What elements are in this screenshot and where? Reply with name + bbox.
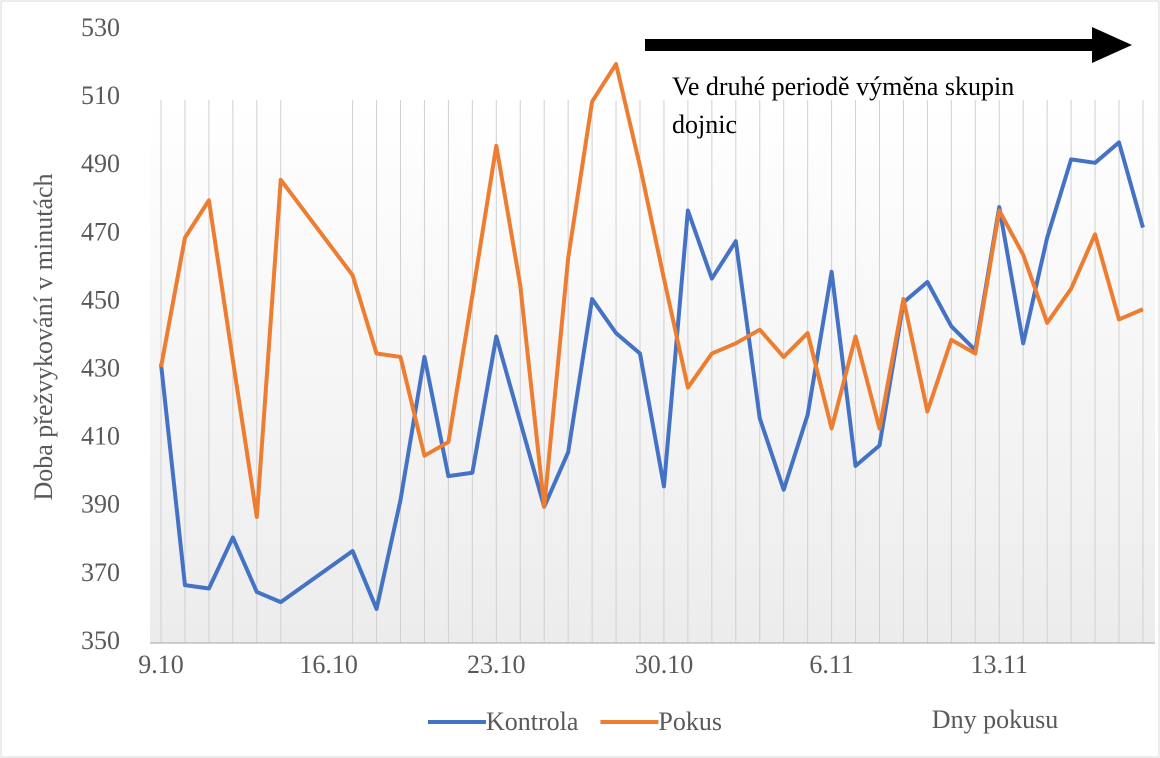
annotation: dojnic xyxy=(672,110,737,139)
annotation-arrowhead xyxy=(1092,27,1132,63)
x-tick-label: 16.10 xyxy=(299,650,358,679)
y-tick-label: 470 xyxy=(81,217,120,246)
y-tick-label: 430 xyxy=(81,354,120,383)
x-tick-label: 6.11 xyxy=(809,650,854,679)
y-tick-label: 530 xyxy=(81,13,120,42)
line-series xyxy=(159,62,1144,519)
y-tick-label: 390 xyxy=(81,490,120,519)
x-tick-label: 13.11 xyxy=(970,650,1028,679)
legend-label: Pokus xyxy=(658,707,722,736)
y-tick-label: 450 xyxy=(81,285,120,314)
x-tick-label: 30.10 xyxy=(635,650,694,679)
x-axis-title: Dny pokusu xyxy=(932,705,1058,734)
plot-background xyxy=(150,100,1155,643)
annotation: Ve druhé periodě výměna skupin xyxy=(672,72,1014,101)
y-tick-label: 370 xyxy=(81,558,120,587)
y-tick-label: 350 xyxy=(81,626,120,655)
y-tick-label: 490 xyxy=(81,149,120,178)
legend-label: Kontrola xyxy=(486,707,579,736)
x-tick-label: 23.10 xyxy=(467,650,526,679)
x-tick-label: 9.10 xyxy=(138,650,184,679)
y-tick-label: 510 xyxy=(81,81,120,110)
y-axis-title: Doba přežvykování v minutách xyxy=(29,173,58,500)
y-tick-label: 410 xyxy=(81,422,120,451)
